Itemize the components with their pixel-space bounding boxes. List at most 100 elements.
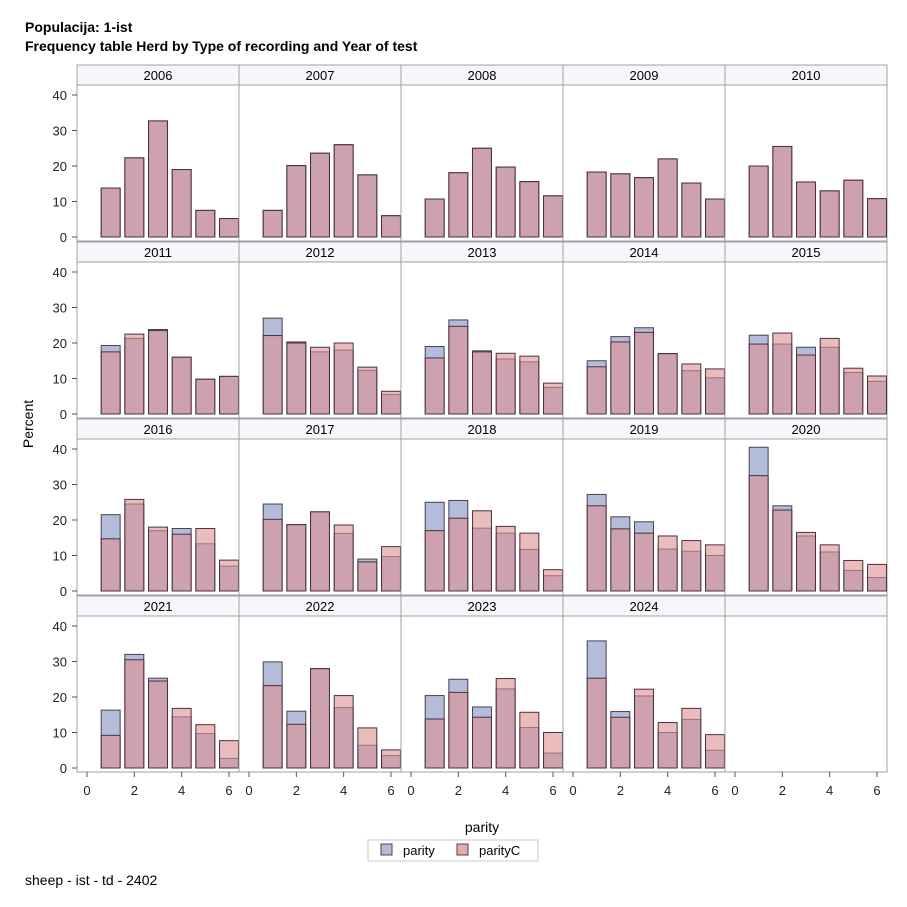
bar-parityC <box>819 544 840 592</box>
x-tick-label: 4 <box>664 783 671 798</box>
panel-label: 2018 <box>468 422 497 437</box>
bar-parityC <box>286 723 307 769</box>
y-tick-label: 20 <box>53 690 67 705</box>
bar-parityC <box>472 147 492 238</box>
bar-parityC <box>657 158 678 238</box>
bar-parityC <box>843 367 864 415</box>
bar-parityC <box>357 727 378 769</box>
bar-parityC <box>424 357 445 415</box>
bar-parityC <box>705 368 725 415</box>
bar-parityC <box>610 716 631 769</box>
bar-parityC <box>519 181 540 238</box>
bar-parityC <box>148 526 168 592</box>
panel-label: 2013 <box>468 245 497 260</box>
panel-label: 2021 <box>144 599 173 614</box>
legend-label: parity <box>403 843 435 858</box>
x-tick-label: 4 <box>178 783 185 798</box>
bar-parityC <box>543 569 563 592</box>
legend-label: parityC <box>479 843 520 858</box>
legend-frame <box>367 839 539 862</box>
bar-parityC <box>171 356 192 415</box>
bar-parityC <box>100 187 121 238</box>
panel-label: 2020 <box>792 422 821 437</box>
x-tick-label: 4 <box>340 783 347 798</box>
bar-parityC <box>681 363 702 415</box>
panel-label: 2016 <box>144 422 173 437</box>
panel-label: 2017 <box>306 422 335 437</box>
panel-label: 2009 <box>630 68 659 83</box>
bar-parityC <box>634 532 654 592</box>
bar-parityC <box>124 498 145 592</box>
panel-label: 2024 <box>630 599 659 614</box>
bar-parityC <box>195 724 216 769</box>
bar-parityC <box>381 749 401 769</box>
bar-parityC <box>381 390 401 415</box>
bar-parityC <box>843 179 864 238</box>
x-tick-label: 4 <box>826 783 833 798</box>
x-tick-label: 4 <box>502 783 509 798</box>
bar-parityC <box>381 546 401 592</box>
bar-parityC <box>148 680 168 769</box>
x-tick-label: 2 <box>131 783 138 798</box>
legend-swatch <box>456 843 469 856</box>
y-tick-label: 10 <box>53 195 67 210</box>
y-tick-label: 30 <box>53 655 67 670</box>
bar-parityC <box>843 559 864 592</box>
bar-parityC <box>219 740 239 769</box>
bar-parityC <box>219 559 239 592</box>
y-tick-label: 0 <box>60 584 67 599</box>
bar-parityC <box>495 352 516 415</box>
x-tick-label: 2 <box>617 783 624 798</box>
bar-parityC <box>262 518 283 592</box>
x-tick-label: 6 <box>873 783 880 798</box>
bar-parityC <box>610 528 631 592</box>
bar-parityC <box>310 152 330 238</box>
bar-parityC <box>171 169 192 238</box>
bar-parityC <box>472 716 492 769</box>
bar-parityC <box>100 351 121 415</box>
bar-parityC <box>867 375 887 415</box>
bar-parityC <box>681 182 702 238</box>
bar-parityC <box>100 734 121 769</box>
bar-parityC <box>519 711 540 769</box>
bar-parityC <box>333 695 354 769</box>
bar-parityC <box>448 325 469 415</box>
panel-label: 2014 <box>630 245 659 260</box>
bar-parityC <box>262 209 283 238</box>
bar-parityC <box>310 668 330 769</box>
y-tick-label: 40 <box>53 265 67 280</box>
bar-parityC <box>586 677 607 769</box>
panel-label: 2015 <box>792 245 821 260</box>
x-tick-label: 6 <box>387 783 394 798</box>
bar-parityC <box>772 145 793 238</box>
panel-label: 2022 <box>306 599 335 614</box>
bar-parityC <box>867 198 887 238</box>
bar-parityC <box>424 530 445 592</box>
panel-label: 2008 <box>468 68 497 83</box>
bar-parityC <box>819 190 840 238</box>
x-tick-label: 0 <box>569 783 576 798</box>
bar-parityC <box>657 535 678 592</box>
bar-parityC <box>262 335 283 415</box>
bar-parityC <box>543 732 563 769</box>
bar-parityC <box>681 707 702 769</box>
bar-parityC <box>381 215 401 238</box>
bar-parityC <box>124 157 145 238</box>
bar-parityC <box>124 659 145 769</box>
bar-parityC <box>705 734 725 769</box>
bar-parityC <box>424 718 445 769</box>
x-tick-label: 0 <box>731 783 738 798</box>
bar-parityC <box>705 198 725 238</box>
bar-parityC <box>748 165 769 238</box>
bar-parityC <box>219 375 239 415</box>
bar-parityC <box>286 524 307 592</box>
bar-parityC <box>333 342 354 415</box>
bar-parityC <box>543 382 563 415</box>
bar-parityC <box>543 195 563 238</box>
y-tick-label: 20 <box>53 336 67 351</box>
bar-parityC <box>519 355 540 415</box>
panel-frame <box>724 615 888 773</box>
y-tick-label: 40 <box>53 88 67 103</box>
y-tick-label: 10 <box>53 549 67 564</box>
